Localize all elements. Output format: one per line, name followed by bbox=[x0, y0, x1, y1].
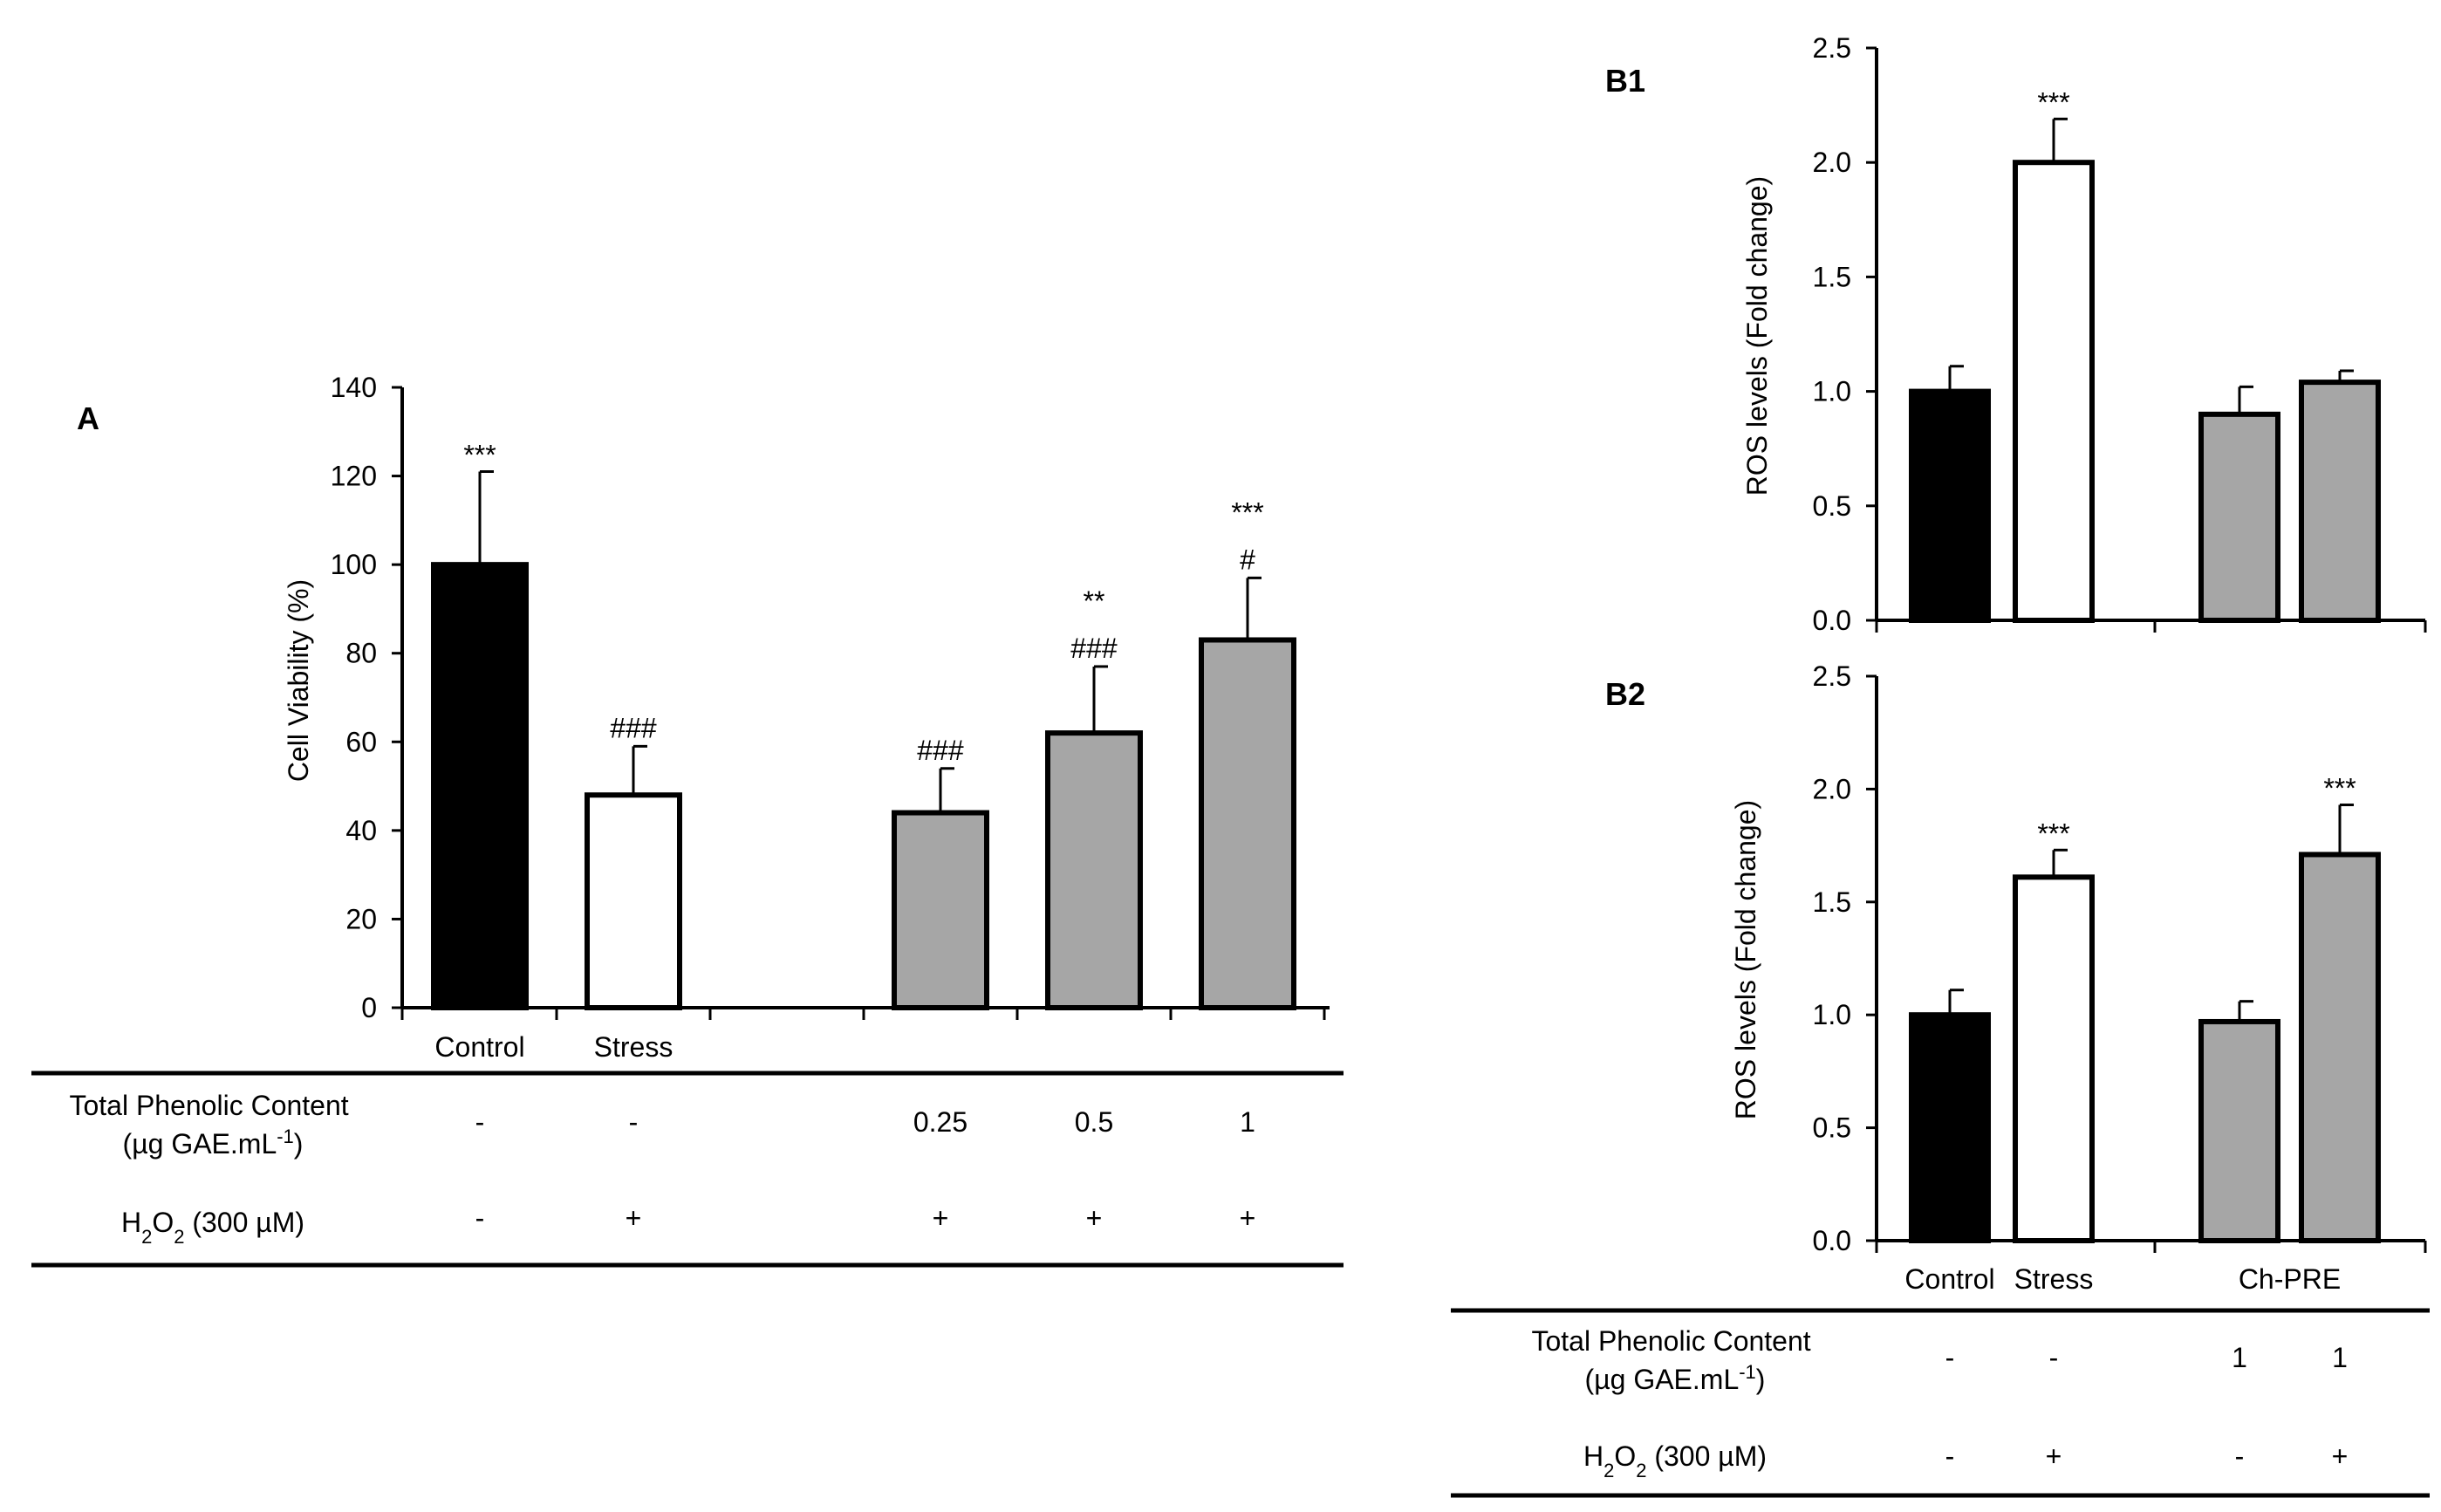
b1-significance-label: *** bbox=[2037, 86, 2069, 118]
panel-b2-label: B2 bbox=[1605, 676, 1645, 712]
a-table-cell: + bbox=[1086, 1202, 1103, 1234]
b2-bar bbox=[2299, 852, 2381, 1244]
b2-y-tick-label: 1.5 bbox=[1813, 886, 1851, 918]
a-y-tick-label: 20 bbox=[345, 903, 377, 934]
b2-table-cell: - bbox=[1945, 1440, 1955, 1472]
a-table-cell: 1 bbox=[1240, 1106, 1255, 1138]
a-table-cell: + bbox=[933, 1202, 949, 1234]
b2-bar bbox=[2198, 1018, 2280, 1243]
b2-bar bbox=[2013, 874, 2095, 1243]
chart-b2-y-axis-label: ROS levels (Fold change) bbox=[1730, 800, 1761, 1119]
b2-y-tick-label: 0.5 bbox=[1813, 1112, 1851, 1144]
a-y-tick-label: 60 bbox=[345, 726, 377, 757]
b1-bar bbox=[2198, 411, 2280, 623]
b2-x-tick-label: Control bbox=[1904, 1263, 1994, 1295]
a-table-cell: - bbox=[629, 1106, 639, 1138]
panel-b1-label: B1 bbox=[1605, 63, 1645, 99]
b2-table-cell: - bbox=[2049, 1342, 2059, 1373]
a-y-tick-label: 40 bbox=[345, 815, 377, 846]
chart-b2-row-phenolic-label: Total Phenolic Content (µg GAE.mL-1) bbox=[1531, 1325, 1818, 1395]
a-table-cell: 0.25 bbox=[913, 1106, 968, 1138]
a-significance-label: ### bbox=[610, 712, 657, 743]
b1-y-tick-label: 2.5 bbox=[1813, 32, 1851, 64]
chart-b2: 0.0 0.5 1.0 1.5 2.0 2.5 *** *** Control Stress C… bbox=[1451, 660, 2430, 1498]
b2-y-tick-label: 0.0 bbox=[1813, 1225, 1851, 1256]
b1-y-tick-label: 0.0 bbox=[1813, 605, 1851, 636]
a-bar bbox=[1045, 730, 1143, 1011]
b2-table-cell: 1 bbox=[2332, 1342, 2348, 1373]
b1-bar bbox=[1909, 388, 1991, 623]
b2-significance-label: *** bbox=[2037, 818, 2069, 849]
chart-b2-condition-table: Total Phenolic Content (µg GAE.mL-1) H2O… bbox=[1451, 1308, 2430, 1498]
b2-table-cell: 1 bbox=[2232, 1342, 2247, 1373]
b2-table-cell: + bbox=[2046, 1440, 2062, 1472]
a-table-cell: + bbox=[626, 1202, 642, 1234]
b2-table-cell: - bbox=[1945, 1342, 1955, 1373]
b1-bar bbox=[2299, 380, 2381, 623]
a-x-tick-label: Control bbox=[434, 1031, 524, 1063]
b1-y-tick-label: 1.5 bbox=[1813, 261, 1851, 292]
a-significance-label: *** bbox=[1231, 496, 1263, 528]
a-table-cell: - bbox=[475, 1106, 485, 1138]
b2-bar bbox=[1909, 1012, 1991, 1243]
a-significance-label: ### bbox=[917, 735, 964, 766]
a-significance-label: ### bbox=[1070, 633, 1118, 664]
b1-y-tick-label: 0.5 bbox=[1813, 490, 1851, 522]
a-significance-label: # bbox=[1240, 544, 1255, 575]
a-significance-label: *** bbox=[463, 439, 496, 470]
b1-bar bbox=[2013, 160, 2095, 623]
chart-a: 0 20 40 60 80 100 120 140 *** ### ### ### ** # *** Co… bbox=[31, 372, 1344, 1268]
a-y-tick-label: 0 bbox=[361, 992, 377, 1023]
b2-x-tick-label: Stress bbox=[2014, 1263, 2094, 1295]
a-significance-label: ** bbox=[1084, 585, 1105, 617]
a-bar bbox=[892, 810, 989, 1010]
a-table-cell: 0.5 bbox=[1075, 1106, 1113, 1138]
b2-y-tick-label: 2.0 bbox=[1813, 773, 1851, 804]
b2-table-cell: - bbox=[2235, 1440, 2245, 1472]
a-bar bbox=[431, 562, 529, 1011]
b2-significance-label: *** bbox=[2323, 773, 2356, 804]
chart-b1-y-axis-label: ROS levels (Fold change) bbox=[1741, 176, 1773, 496]
a-y-tick-label: 100 bbox=[331, 549, 377, 580]
chart-a-y-axis-label: Cell Viability (%) bbox=[283, 579, 314, 782]
a-bar bbox=[1199, 637, 1296, 1010]
chart-a-condition-table: Total Phenolic Content (µg GAE.mL-1) H2O… bbox=[31, 1071, 1344, 1268]
chart-b1: 0.0 0.5 1.0 1.5 2.0 2.5 *** ROS levels (Fold … bbox=[1741, 32, 2427, 636]
b2-x-tick-label: Ch-PRE bbox=[2239, 1263, 2341, 1295]
b2-y-tick-label: 2.5 bbox=[1813, 660, 1851, 692]
b1-y-tick-label: 1.0 bbox=[1813, 376, 1851, 407]
a-table-cell: - bbox=[475, 1202, 485, 1234]
panel-a-label: A bbox=[77, 400, 99, 436]
chart-a-row-phenolic-label: Total Phenolic Content (µg GAE.mL-1) bbox=[69, 1090, 356, 1160]
a-x-tick-label: Stress bbox=[594, 1031, 673, 1063]
a-y-tick-label: 120 bbox=[331, 461, 377, 492]
a-bar bbox=[585, 792, 682, 1010]
b2-y-tick-label: 1.0 bbox=[1813, 999, 1851, 1030]
b1-y-tick-label: 2.0 bbox=[1813, 147, 1851, 178]
a-y-tick-label: 80 bbox=[345, 638, 377, 669]
a-table-cell: + bbox=[1240, 1202, 1256, 1234]
a-y-tick-label: 140 bbox=[331, 372, 377, 403]
b2-table-cell: + bbox=[2332, 1440, 2349, 1472]
